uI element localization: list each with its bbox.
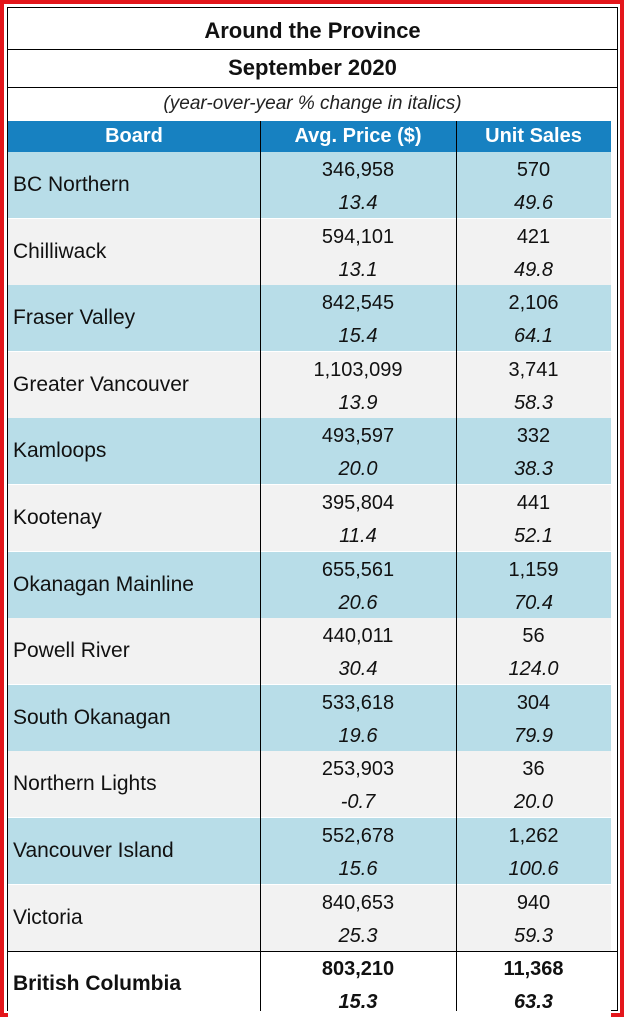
unit-sales-change: 79.9 [514, 725, 553, 747]
board-name: BC Northern [13, 173, 130, 196]
avg-price-change: 25.3 [338, 925, 378, 947]
avg-price-change: 20.6 [338, 592, 378, 614]
total-row: British Columbia 803,210 15.3 11,368 63.3 [8, 951, 611, 1017]
unit-sales: 441 [516, 492, 551, 514]
header-row: Board Avg. Price ($) Unit Sales [8, 121, 611, 152]
unit-sales: 3,741 [508, 359, 559, 381]
unit-sales: 1,262 [508, 825, 559, 847]
avg-price-change: 19.6 [338, 725, 378, 747]
table-row: Okanagan Mainline 655,561 20.6 1,159 70.4 [8, 552, 611, 618]
unit-sales: 1,159 [508, 559, 559, 581]
avg-price: 842,545 [321, 292, 395, 314]
unit-sales: 11,368 [503, 958, 564, 980]
table-row: South Okanagan 533,618 19.6 304 79.9 [8, 685, 611, 751]
avg-price: 493,597 [321, 425, 395, 447]
board-name: Chilliwack [13, 240, 107, 263]
avg-price: 594,101 [321, 226, 395, 248]
avg-price: 552,678 [321, 825, 395, 847]
unit-sales-change: 70.4 [514, 592, 553, 614]
board-name: Fraser Valley [13, 306, 136, 329]
avg-price: 840,653 [321, 892, 395, 914]
board-name: Victoria [13, 906, 83, 929]
table-row: Vancouver Island 552,678 15.6 1,262 100.6 [8, 818, 611, 884]
unit-sales-change: 58.3 [514, 392, 553, 414]
avg-price: 395,804 [321, 492, 395, 514]
table-container: Around the Province September 2020 (year… [7, 7, 618, 1017]
avg-price-change: 20.0 [338, 458, 378, 480]
unit-sales-change: 49.6 [514, 192, 553, 214]
board-name: Northern Lights [13, 772, 157, 795]
column-divider [456, 121, 457, 1011]
unit-sales-change: 100.6 [508, 858, 559, 880]
table-row: Kamloops 493,597 20.0 332 38.3 [8, 418, 611, 484]
avg-price: 655,561 [321, 559, 395, 581]
table-row: Chilliwack 594,101 13.1 421 49.8 [8, 219, 611, 285]
table-row: Northern Lights 253,903 -0.7 36 20.0 [8, 751, 611, 817]
unit-sales: 304 [516, 692, 551, 714]
unit-sales-change: 52.1 [514, 525, 553, 547]
board-name: South Okanagan [13, 706, 171, 729]
title-divider [8, 49, 617, 50]
avg-price: 1,103,099 [313, 359, 403, 381]
avg-price-change: 30.4 [338, 658, 378, 680]
unit-sales: 421 [516, 226, 551, 248]
total-divider [8, 951, 617, 952]
table-row: Kootenay 395,804 11.4 441 52.1 [8, 485, 611, 551]
board-name: Kamloops [13, 439, 107, 462]
avg-price-change: 13.4 [338, 192, 378, 214]
avg-price: 253,903 [321, 758, 395, 780]
board-name: Powell River [13, 639, 130, 662]
header-avg-price: Avg. Price ($) [294, 125, 422, 147]
avg-price-change: 15.4 [338, 325, 378, 347]
avg-price-change: 11.4 [339, 525, 377, 547]
unit-sales: 332 [516, 425, 551, 447]
unit-sales-change: 20.0 [514, 791, 553, 813]
avg-price: 346,958 [321, 159, 395, 181]
avg-price: 440,011 [322, 625, 394, 647]
table-row: Powell River 440,011 30.4 56 124.0 [8, 618, 611, 684]
table-row: Greater Vancouver 1,103,099 13.9 3,741 58.3 [8, 352, 611, 418]
subtitle-divider [8, 87, 617, 88]
avg-price: 803,210 [321, 958, 395, 980]
avg-price-change: -0.7 [340, 791, 376, 813]
unit-sales-change: 59.3 [514, 925, 553, 947]
avg-price-change: 15.3 [338, 991, 378, 1013]
avg-price-change: 15.6 [338, 858, 378, 880]
board-name: Vancouver Island [13, 839, 174, 862]
unit-sales: 570 [516, 159, 551, 181]
avg-price-change: 13.1 [338, 259, 378, 281]
unit-sales-change: 38.3 [514, 458, 553, 480]
unit-sales-change: 124.0 [508, 658, 559, 680]
board-name: Kootenay [13, 506, 102, 529]
header-unit-sales: Unit Sales [485, 125, 582, 147]
board-name: British Columbia [13, 972, 182, 995]
column-divider [260, 121, 261, 1011]
unit-sales-change: 49.8 [514, 259, 553, 281]
board-name: Okanagan Mainline [13, 573, 194, 596]
board-name: Greater Vancouver [13, 373, 189, 396]
unit-sales-change: 63.3 [514, 991, 553, 1013]
unit-sales: 36 [522, 758, 545, 780]
unit-sales: 940 [516, 892, 551, 914]
table-row: Victoria 840,653 25.3 940 59.3 [8, 885, 611, 951]
avg-price-change: 13.9 [338, 392, 378, 414]
unit-sales: 2,106 [508, 292, 559, 314]
table-subtitle: September 2020 [228, 55, 397, 80]
unit-sales-change: 64.1 [514, 325, 553, 347]
unit-sales: 56 [522, 625, 545, 647]
table-row: BC Northern 346,958 13.4 570 49.6 [8, 152, 611, 218]
header-board: Board [105, 125, 163, 147]
avg-price: 533,618 [321, 692, 395, 714]
table-title: Around the Province [204, 18, 421, 43]
table-note: (year-over-year % change in italics) [163, 93, 462, 114]
table-row: Fraser Valley 842,545 15.4 2,106 64.1 [8, 285, 611, 351]
